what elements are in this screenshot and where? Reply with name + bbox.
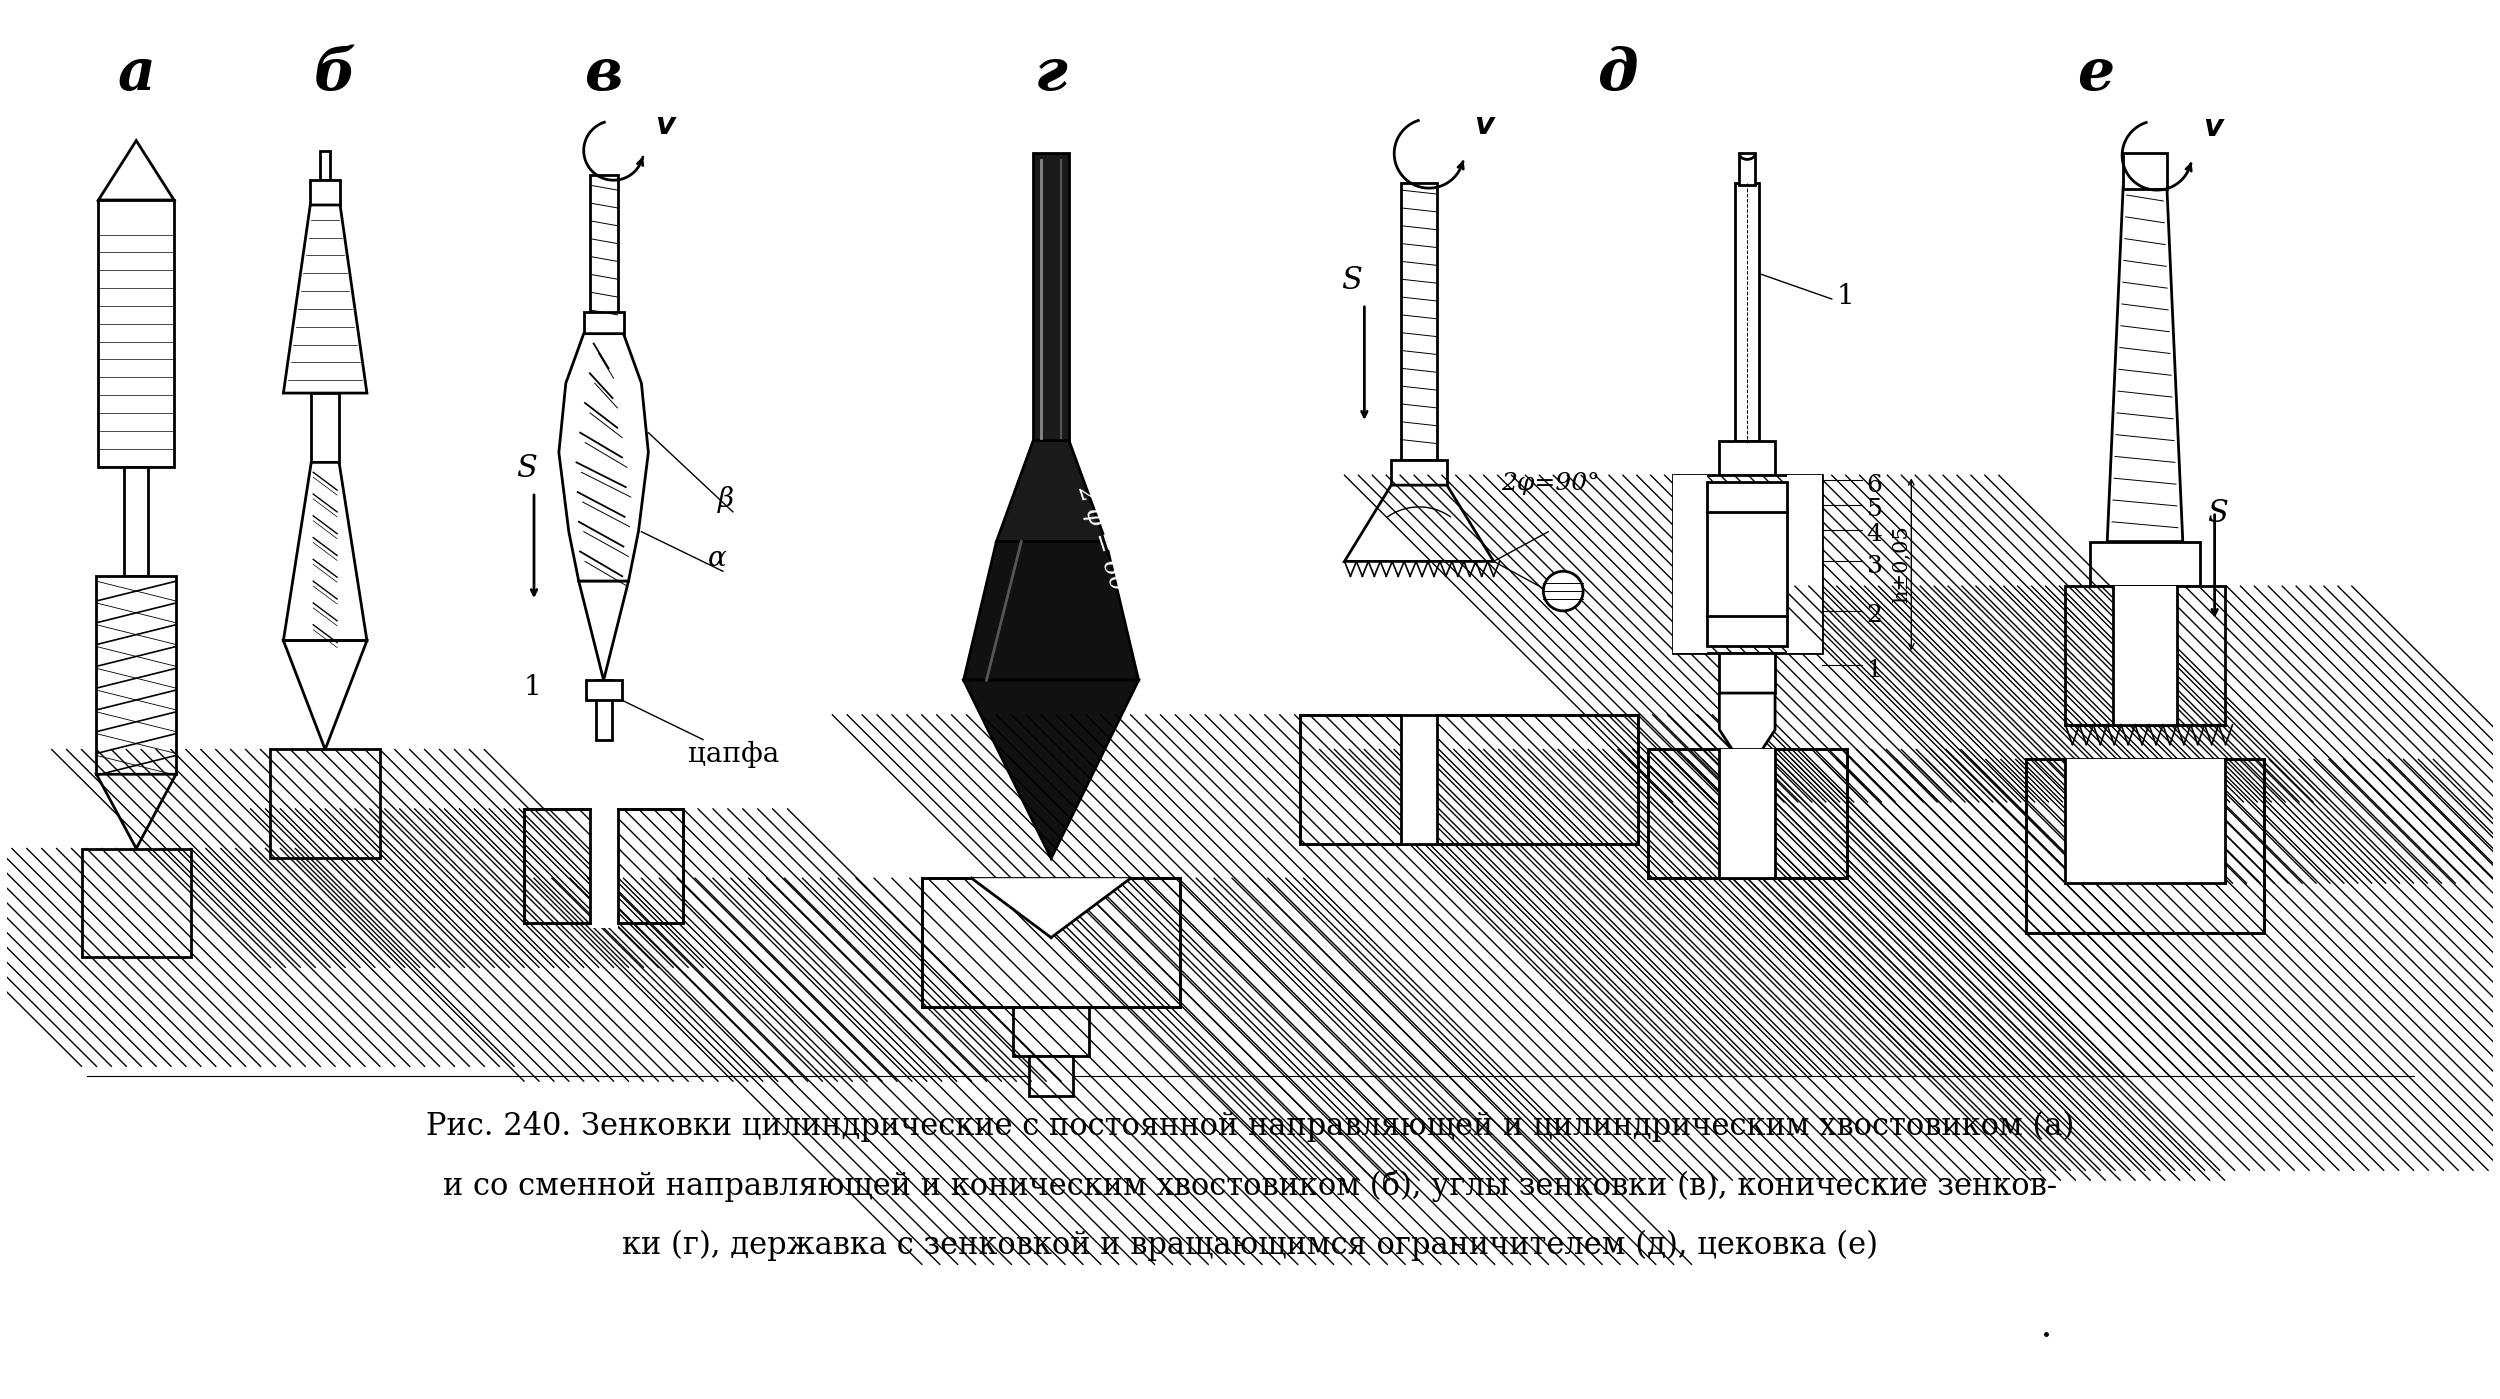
Text: в: в xyxy=(585,46,622,102)
Bar xyxy=(922,879,1180,1007)
Bar xyxy=(1300,715,1638,844)
Bar xyxy=(2065,586,2225,725)
Bar xyxy=(2065,586,2225,725)
Bar xyxy=(2090,541,2200,586)
Text: г: г xyxy=(1035,46,1068,102)
Text: а: а xyxy=(118,46,155,102)
Text: б: б xyxy=(315,46,355,102)
Bar xyxy=(270,750,380,859)
Bar xyxy=(1030,1056,1072,1095)
Polygon shape xyxy=(98,774,175,849)
Bar xyxy=(2025,760,2265,933)
Bar xyxy=(590,769,618,928)
Text: 5: 5 xyxy=(1868,498,1882,522)
Polygon shape xyxy=(580,581,628,680)
Text: β: β xyxy=(718,485,735,513)
Bar xyxy=(2025,760,2265,933)
Polygon shape xyxy=(998,441,1105,541)
Polygon shape xyxy=(282,463,368,641)
Bar xyxy=(2065,760,2225,883)
Bar xyxy=(585,680,622,700)
Text: 4: 4 xyxy=(1868,523,1882,546)
Bar xyxy=(1390,460,1448,485)
Text: S: S xyxy=(515,453,538,484)
Text: 2φ=90°: 2φ=90° xyxy=(1500,471,1600,495)
Bar xyxy=(98,576,175,774)
Bar xyxy=(2112,586,2178,725)
Text: 1: 1 xyxy=(1838,283,1855,311)
Bar xyxy=(2122,154,2168,189)
Polygon shape xyxy=(98,141,175,200)
Bar xyxy=(1672,476,1708,653)
Bar xyxy=(125,467,148,576)
Bar xyxy=(1013,1007,1090,1056)
Bar xyxy=(1708,483,1788,645)
Bar xyxy=(1672,476,1822,653)
Polygon shape xyxy=(560,334,648,581)
Text: 3: 3 xyxy=(1868,555,1882,578)
Text: 1: 1 xyxy=(1868,659,1882,681)
Text: h±0,05: h±0,05 xyxy=(1892,526,1910,603)
Bar xyxy=(1032,154,1070,441)
Bar xyxy=(525,809,682,923)
Text: ки (г), державка с зенковкой и вращающимся ограничителем (д), цековка (е): ки (г), державка с зенковкой и вращающим… xyxy=(622,1230,1878,1260)
Bar xyxy=(1788,476,1822,653)
Polygon shape xyxy=(2108,187,2182,541)
Bar xyxy=(1720,441,1775,476)
Polygon shape xyxy=(282,206,368,393)
Text: 2: 2 xyxy=(1868,604,1882,627)
Text: S: S xyxy=(2208,498,2228,529)
Bar xyxy=(1300,715,1638,844)
Bar xyxy=(320,151,330,180)
Bar xyxy=(525,809,682,923)
Polygon shape xyxy=(282,641,368,750)
Bar xyxy=(582,312,622,334)
Bar xyxy=(1720,653,1775,693)
Bar xyxy=(922,879,1180,1007)
Bar xyxy=(590,175,618,313)
Bar xyxy=(310,393,340,463)
Text: 6: 6 xyxy=(1868,474,1882,497)
Circle shape xyxy=(1542,571,1582,611)
Bar xyxy=(98,200,175,467)
Bar xyxy=(1400,183,1438,460)
Polygon shape xyxy=(962,541,1138,680)
Text: д: д xyxy=(1598,46,1638,102)
Bar xyxy=(1735,183,1760,441)
Polygon shape xyxy=(972,879,1130,937)
Bar xyxy=(1720,750,1775,879)
Bar xyxy=(1648,750,1848,879)
Bar xyxy=(1400,680,1438,844)
Text: α: α xyxy=(707,546,727,572)
Polygon shape xyxy=(1720,693,1775,750)
Bar xyxy=(270,750,380,859)
Bar xyxy=(1740,154,1755,185)
Text: S: S xyxy=(1342,266,1362,297)
Text: е: е xyxy=(2078,46,2115,102)
Text: 2 φ = 60°: 2 φ = 60° xyxy=(1072,483,1132,606)
Text: и со сменной направляющей и коническим хвостовиком (б), углы зенковки (в), конич: и со сменной направляющей и коническим х… xyxy=(442,1171,2058,1202)
Bar xyxy=(82,849,190,957)
Text: цапфа: цапфа xyxy=(688,741,780,768)
Text: 1: 1 xyxy=(525,674,542,701)
Text: v: v xyxy=(1475,111,1492,140)
Bar xyxy=(595,680,612,740)
Bar xyxy=(82,849,190,957)
Text: v: v xyxy=(2202,113,2222,141)
Text: Рис. 240. Зенковки цилиндрические с постоянной направляющей и цилиндрическим хво: Рис. 240. Зенковки цилиндрические с пост… xyxy=(425,1111,2075,1142)
Text: v: v xyxy=(655,111,675,140)
Bar xyxy=(1672,476,1822,653)
Polygon shape xyxy=(962,680,1138,859)
Polygon shape xyxy=(1345,485,1492,561)
Bar xyxy=(310,180,340,206)
Bar xyxy=(1648,750,1848,879)
